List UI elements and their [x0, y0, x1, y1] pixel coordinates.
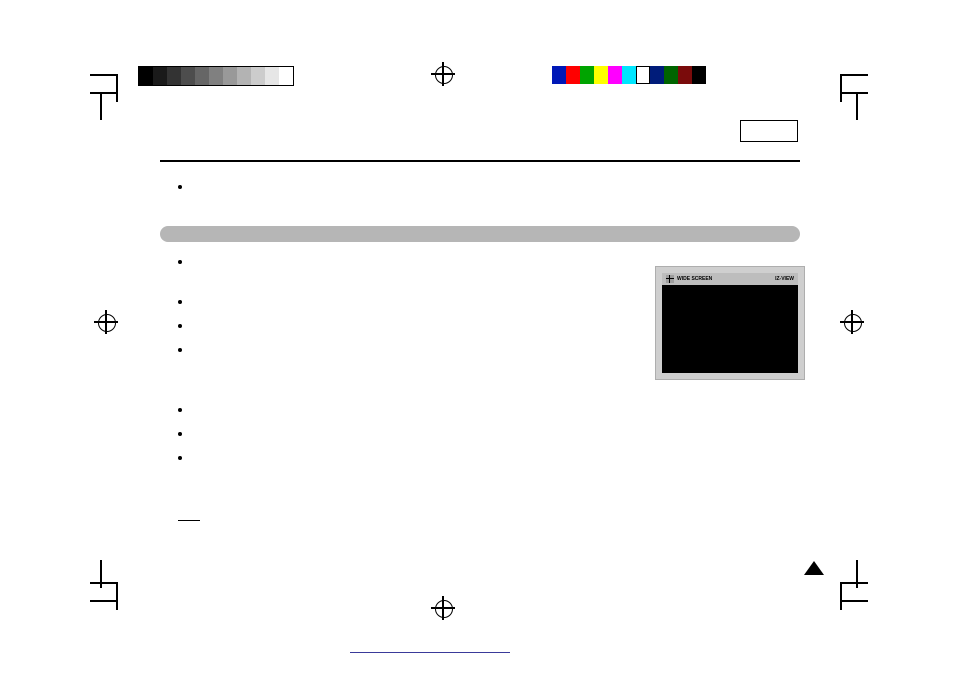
list-item — [178, 403, 538, 415]
tv-osd-bar: WIDE SCREEN IZ-VIEW — [662, 273, 798, 285]
crop-mark-tl-v — [116, 74, 118, 102]
crop-mark-tr-v — [840, 74, 842, 102]
tv-osd-left-label: WIDE SCREEN — [677, 276, 712, 282]
registration-mark-bottom — [431, 596, 455, 620]
footer-link[interactable] — [350, 652, 510, 653]
crop-mark-tl-h2 — [90, 92, 118, 94]
tv-preview-frame: WIDE SCREEN IZ-VIEW — [655, 266, 805, 380]
crop-mark-tr-h2 — [840, 92, 868, 94]
list-item — [178, 319, 538, 331]
registration-mark-right — [840, 310, 864, 334]
color-calibration-strip — [552, 66, 706, 84]
crop-mark-bl-h2 — [90, 582, 118, 584]
tv-osd-right-label: IZ-VIEW — [775, 276, 794, 282]
intro-bullet-list — [178, 180, 538, 200]
crop-mark-tl-v2 — [100, 92, 102, 120]
list-item — [178, 343, 538, 355]
grayscale-calibration-strip — [138, 66, 294, 86]
next-page-icon — [804, 561, 824, 575]
list-item — [178, 451, 538, 463]
intro-bullet — [178, 180, 538, 192]
crop-mark-tr-v2 — [856, 92, 858, 120]
crop-mark-br-h — [840, 600, 868, 602]
registration-mark-left — [94, 310, 118, 334]
grid-icon — [666, 275, 674, 283]
crop-mark-tr-h — [840, 74, 868, 76]
list-item — [178, 295, 538, 307]
section-divider — [160, 160, 800, 162]
note-label-underline — [178, 520, 200, 521]
crop-mark-br-h2 — [840, 582, 868, 584]
page-number-box — [740, 120, 798, 142]
tv-screen: WIDE SCREEN IZ-VIEW — [662, 273, 798, 373]
list-item — [178, 255, 538, 267]
registration-mark-top — [431, 62, 455, 86]
crop-mark-bl-v — [116, 582, 118, 610]
feature-bullet-list — [178, 255, 538, 471]
section-heading-bar — [160, 226, 800, 242]
crop-mark-bl-h — [90, 600, 118, 602]
crop-mark-tl-h — [90, 74, 118, 76]
crop-mark-br-v2 — [856, 560, 858, 588]
crop-mark-br-v — [840, 582, 842, 610]
list-item — [178, 427, 538, 439]
crop-mark-bl-v2 — [100, 560, 102, 588]
